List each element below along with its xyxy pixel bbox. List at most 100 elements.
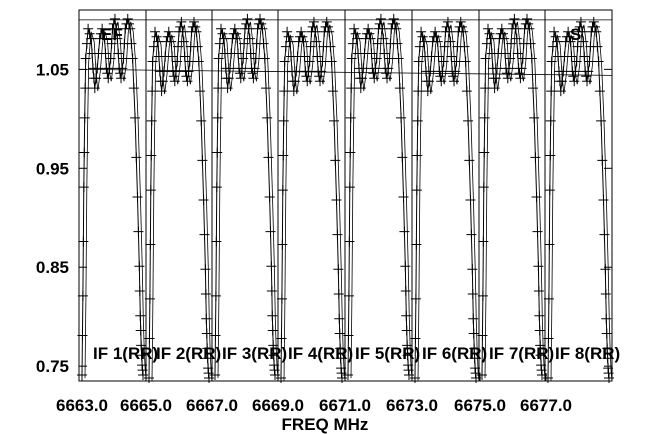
data-point-marker	[336, 368, 347, 379]
data-point-marker	[577, 26, 588, 37]
data-point-marker	[288, 86, 299, 97]
data-point-marker	[514, 68, 525, 79]
data-point-marker	[159, 66, 169, 77]
data-point-marker	[77, 370, 87, 381]
data-point-marker	[442, 16, 453, 27]
annotation-ef: EF	[101, 25, 123, 44]
x-tick-label: 6669.0	[252, 396, 304, 415]
data-point-marker	[77, 330, 88, 341]
data-point-marker	[276, 373, 286, 384]
data-point-marker	[249, 63, 260, 74]
spectrum-fit-line	[350, 21, 413, 379]
data-point-marker	[312, 51, 323, 62]
data-point-marker	[370, 63, 381, 74]
data-point-marker	[602, 343, 613, 354]
data-point-marker	[509, 13, 520, 24]
data-point-marker	[307, 21, 318, 32]
data-point-marker	[77, 290, 88, 301]
data-point-marker	[401, 310, 412, 321]
x-tick-label: 6667.0	[186, 396, 238, 415]
data-point-marker	[163, 26, 174, 37]
y-tick-label: 0.75	[36, 357, 69, 376]
data-point-marker	[264, 191, 275, 202]
data-point-marker	[466, 229, 477, 240]
data-point-marker	[128, 83, 139, 94]
data-point-marker	[484, 28, 495, 39]
data-point-marker	[111, 23, 122, 34]
data-point-marker	[177, 26, 188, 37]
data-point-marker	[296, 26, 307, 37]
data-point-marker	[202, 343, 213, 354]
data-point-marker	[80, 53, 91, 64]
data-point-marker	[191, 26, 202, 37]
data-point-marker	[91, 73, 102, 84]
data-point-marker	[436, 76, 447, 87]
data-point-marker	[410, 293, 421, 304]
data-point-marker	[581, 71, 592, 82]
x-tick-label: 6677.0	[520, 396, 572, 415]
data-point-marker	[432, 36, 443, 47]
data-point-marker	[190, 21, 201, 32]
data-point-marker	[504, 63, 514, 74]
data-point-marker	[547, 41, 558, 52]
data-point-marker	[276, 293, 287, 304]
data-point-marker	[352, 33, 363, 44]
data-point-marker	[134, 261, 145, 272]
data-point-marker	[498, 28, 508, 39]
data-point-marker	[123, 18, 134, 29]
data-point-marker	[201, 328, 212, 339]
data-point-marker	[148, 41, 159, 52]
data-point-marker	[435, 71, 446, 82]
data-point-marker	[438, 56, 449, 67]
data-point-marker	[366, 48, 377, 59]
data-point-marker	[80, 83, 91, 94]
data-point-marker	[279, 56, 290, 67]
data-point-marker	[599, 229, 610, 240]
data-point-marker	[324, 26, 335, 37]
data-point-marker	[550, 31, 561, 42]
data-point-marker	[266, 261, 277, 272]
data-point-marker	[382, 73, 393, 84]
data-point-marker	[78, 236, 89, 247]
data-point-marker	[212, 147, 223, 158]
data-point-marker	[97, 23, 108, 34]
data-point-marker	[86, 33, 97, 44]
data-point-marker	[591, 26, 602, 37]
data-point-marker	[105, 53, 116, 64]
data-point-marker	[175, 21, 186, 32]
data-point-marker	[517, 53, 528, 64]
data-point-marker	[535, 340, 546, 351]
data-point-marker	[419, 36, 430, 47]
data-point-marker	[315, 76, 326, 87]
data-point-marker	[146, 115, 157, 126]
data-point-marker	[515, 73, 526, 84]
data-point-marker	[572, 41, 583, 52]
data-point-marker	[363, 23, 374, 34]
data-point-marker	[106, 38, 117, 49]
data-point-marker	[460, 56, 471, 67]
data-point-marker	[222, 83, 233, 94]
data-point-marker	[178, 36, 189, 47]
data-point-marker	[238, 53, 249, 64]
data-point-marker	[322, 21, 333, 32]
data-point-marker	[247, 68, 258, 79]
data-point-marker	[600, 264, 611, 275]
data-point-marker	[326, 56, 337, 67]
data-point-marker	[574, 21, 585, 32]
data-point-marker	[144, 373, 154, 384]
data-point-marker	[400, 261, 411, 272]
data-point-marker	[449, 76, 460, 87]
data-point-marker	[391, 23, 402, 34]
data-point-marker	[417, 31, 428, 42]
data-point-marker	[603, 368, 614, 379]
data-point-marker	[136, 340, 147, 351]
data-point-marker	[456, 21, 467, 32]
data-point-marker	[383, 63, 394, 74]
data-point-marker	[83, 23, 94, 34]
data-point-marker	[506, 38, 517, 49]
data-point-marker	[568, 71, 579, 82]
x-axis-title: FREQ MHz	[282, 415, 369, 434]
data-point-marker	[127, 53, 138, 64]
data-point-marker	[217, 28, 228, 39]
data-point-marker	[327, 86, 338, 97]
